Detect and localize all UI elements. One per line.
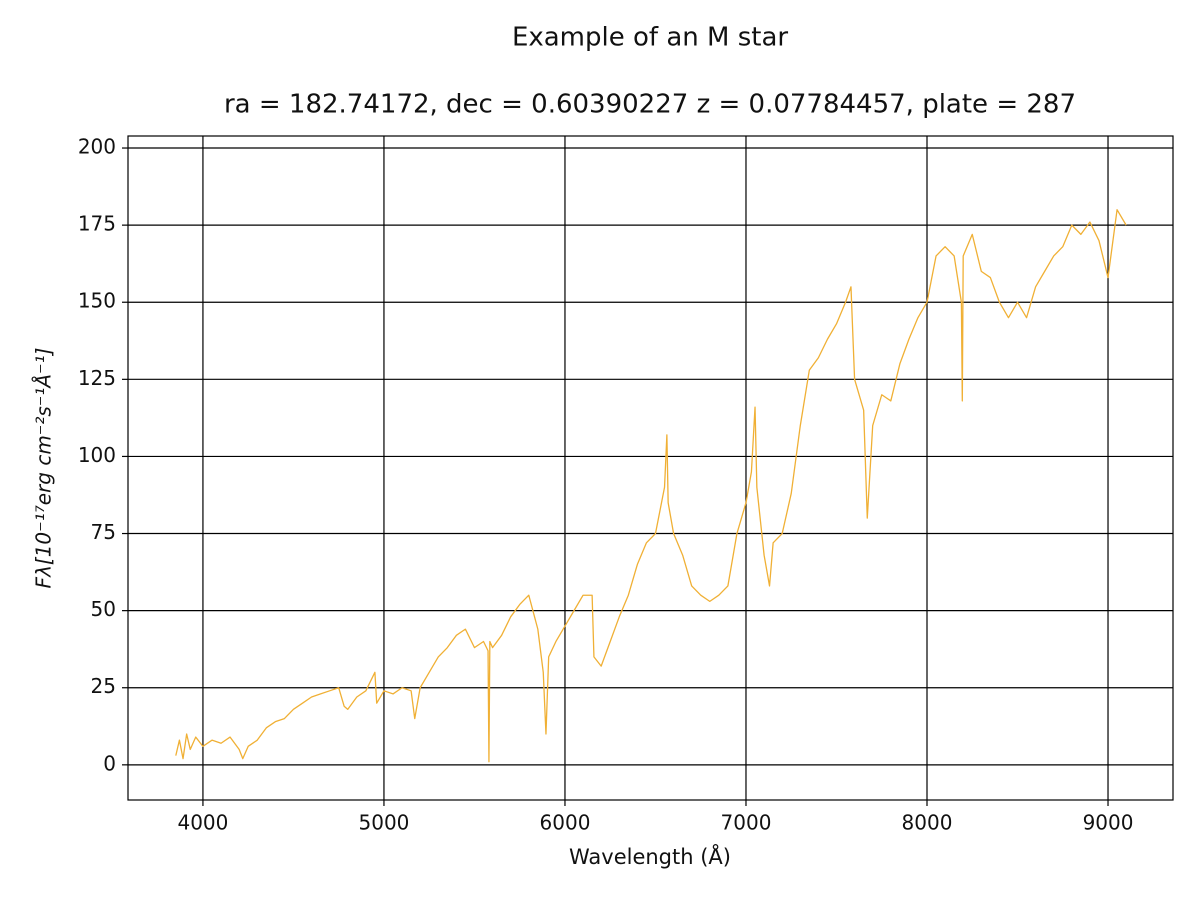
y-axis-label: Fλ[10⁻¹⁷erg cm⁻²s⁻¹Å⁻¹] [32,348,56,589]
x-axis-label: Wavelength (Å) [569,843,731,869]
x-tick-label: 6000 [540,811,591,835]
x-tick-label: 5000 [359,811,410,835]
y-tick-label: 125 [78,366,116,390]
y-tick-label: 50 [91,597,116,621]
x-tick-label: 7000 [721,811,772,835]
x-tick-label: 9000 [1083,811,1134,835]
x-tick-label: 4000 [177,811,228,835]
y-tick-label: 175 [78,212,116,236]
y-tick-label: 25 [91,674,116,698]
y-tick-label: 150 [78,289,116,313]
y-tick-label: 0 [103,751,116,775]
chart-title: Example of an M star [512,23,788,53]
y-tick-label: 200 [78,135,116,159]
y-tick-label: 100 [78,443,116,467]
chart-subtitle: ra = 182.74172, dec = 0.60390227 z = 0.0… [224,90,1076,120]
y-tick-label: 75 [91,520,116,544]
x-tick-label: 8000 [902,811,953,835]
spectrum-line [175,209,1127,763]
plot-frame [127,135,1174,801]
